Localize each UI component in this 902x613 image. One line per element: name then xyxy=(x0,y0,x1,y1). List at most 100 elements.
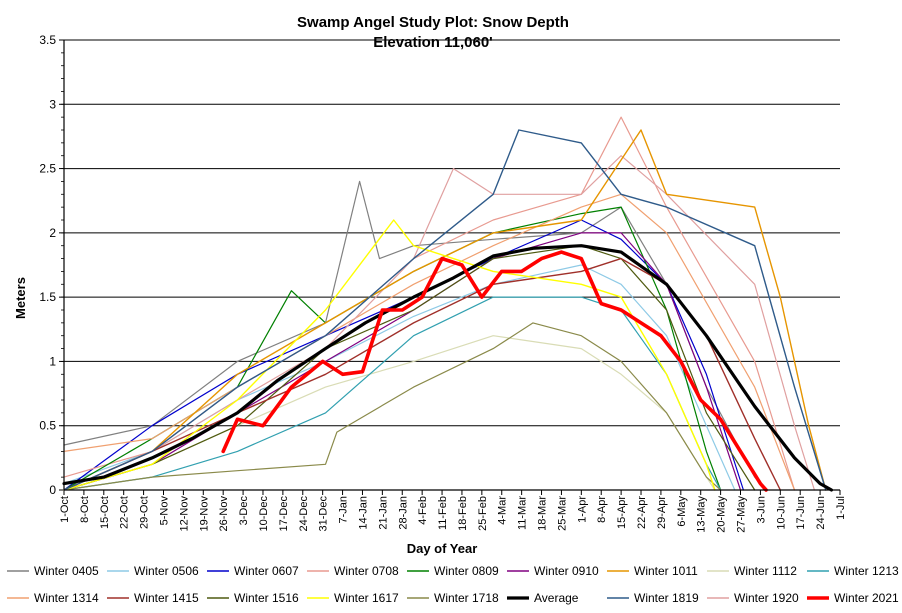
x-tick-label: 15-Apr xyxy=(616,496,628,529)
legend-label: Winter 1011 xyxy=(634,564,698,578)
legend-item: Winter 0506 xyxy=(107,564,199,578)
y-tick-label: 3 xyxy=(49,97,56,111)
legend-item: Winter 1213 xyxy=(807,564,899,578)
x-tick-label: 25-Mar xyxy=(556,496,568,531)
legend-item: Winter 1920 xyxy=(707,591,799,605)
legend-item: Winter 1011 xyxy=(607,564,698,578)
legend-item: Winter 0708 xyxy=(307,564,399,578)
x-tick-label: 5-Nov xyxy=(158,496,170,526)
x-tick-label: 25-Feb xyxy=(477,496,489,531)
legend-item: Winter 1617 xyxy=(307,591,399,605)
x-tick-label: 29-Apr xyxy=(656,496,668,529)
x-tick-label: 24-Jun xyxy=(815,496,827,530)
axes xyxy=(63,40,840,491)
x-axis-ticks: 1-Oct 8-Oct 15-Oct 22-Oct 29-Oct 5-Nov 12-Nov 1… xyxy=(59,490,847,533)
x-tick-label: 27-May xyxy=(736,496,748,533)
x-tick-label: 12-Nov xyxy=(178,496,190,532)
y-tick-label: 1.5 xyxy=(39,290,56,304)
legend-item: Winter 1314 xyxy=(7,591,99,605)
x-tick-label: 11-Feb xyxy=(437,496,449,530)
y-tick-label: 0.5 xyxy=(39,419,56,433)
legend-label: Winter 0506 xyxy=(134,564,199,578)
legend: Winter 0405 Winter 0506 Winter 0607 Winter … xyxy=(7,564,899,605)
legend-item: Winter 1819 xyxy=(607,591,699,605)
x-tick-label: 10-Jun xyxy=(775,496,787,530)
y-tick-label: 2 xyxy=(49,226,56,240)
x-tick-label: 6-May xyxy=(676,496,688,527)
chart-title: Swamp Angel Study Plot: Snow Depth xyxy=(297,14,569,31)
legend-label: Winter 1516 xyxy=(234,591,299,605)
x-tick-label: 7-Jan xyxy=(338,496,350,524)
legend-label: Winter 0607 xyxy=(234,564,299,578)
x-tick-label: 3-Jun xyxy=(755,496,767,524)
legend-item: Winter 1112 xyxy=(707,564,797,578)
x-tick-label: 31-Dec xyxy=(318,496,330,532)
series-layer xyxy=(62,116,834,492)
y-tick-label: 3.5 xyxy=(39,33,56,47)
x-tick-label: 18-Mar xyxy=(537,496,549,531)
chart-subtitle: Elevation 11,060' xyxy=(373,34,492,51)
legend-item: Winter 0910 xyxy=(507,564,599,578)
x-tick-label: 4-Feb xyxy=(417,496,429,525)
x-tick-label: 1-Apr xyxy=(576,496,588,523)
x-tick-label: 24-Dec xyxy=(298,496,310,532)
legend-label: Winter 1718 xyxy=(434,591,499,605)
series-line-winter-1718 xyxy=(63,322,722,491)
series-line-average xyxy=(62,244,834,492)
x-tick-label: 29-Oct xyxy=(139,496,151,529)
y-axis-ticks: 0 0.5 1 1.5 2 2.5 3 3.5 xyxy=(39,33,64,497)
legend-label: Winter 1819 xyxy=(634,591,699,605)
x-tick-label: 1-Oct xyxy=(59,496,71,523)
legend-item: Winter 0809 xyxy=(407,564,499,578)
x-tick-label: 1-Jul xyxy=(835,496,847,520)
x-tick-label: 11-Mar xyxy=(517,496,529,530)
legend-label: Winter 1213 xyxy=(834,564,899,578)
x-tick-label: 26-Nov xyxy=(218,496,230,532)
x-tick-label: 10-Dec xyxy=(258,496,270,532)
x-tick-label: 22-Oct xyxy=(119,496,131,529)
y-tick-label: 2.5 xyxy=(39,162,56,176)
series-line-winter-1819 xyxy=(63,129,827,491)
x-tick-label: 14-Jan xyxy=(357,496,369,530)
x-tick-label: 19-Nov xyxy=(198,496,210,532)
legend-label: Winter 1617 xyxy=(334,591,399,605)
legend-item: Winter 1415 xyxy=(107,591,199,605)
x-tick-label: 13-May xyxy=(696,496,708,533)
x-tick-label: 15-Oct xyxy=(99,496,111,529)
legend-label: Winter 1415 xyxy=(134,591,199,605)
series-line-winter-2021 xyxy=(221,250,768,492)
legend-item: Winter 0607 xyxy=(207,564,299,578)
x-tick-label: 4-Mar xyxy=(497,496,509,525)
legend-label: Winter 1920 xyxy=(734,591,799,605)
x-tick-label: 28-Jan xyxy=(397,496,409,530)
y-tick-label: 1 xyxy=(49,354,56,368)
x-tick-label: 17-Dec xyxy=(278,496,290,532)
series-line-winter-1516 xyxy=(63,245,756,491)
legend-item: Average xyxy=(507,591,579,605)
x-tick-label: 3-Dec xyxy=(238,496,250,526)
y-tick-label: 0 xyxy=(49,483,56,497)
legend-item: Winter 0405 xyxy=(7,564,99,578)
x-tick-label: 17-Jun xyxy=(795,496,807,530)
legend-label: Winter 0910 xyxy=(534,564,599,578)
legend-label: Winter 2021 xyxy=(834,591,899,605)
legend-label: Winter 0708 xyxy=(334,564,399,578)
x-axis-label: Day of Year xyxy=(407,541,478,556)
y-axis-label: Meters xyxy=(13,277,28,319)
legend-item: Winter 1516 xyxy=(207,591,299,605)
series-line-winter-1011 xyxy=(63,129,827,491)
x-tick-label: 18-Feb xyxy=(457,496,469,531)
legend-label: Winter 1314 xyxy=(34,591,99,605)
legend-label: Winter 0809 xyxy=(434,564,499,578)
legend-label: Average xyxy=(534,591,579,605)
legend-item: Winter 1718 xyxy=(407,591,499,605)
legend-label: Winter 0405 xyxy=(34,564,99,578)
x-tick-label: 8-Apr xyxy=(596,496,608,523)
legend-label: Winter 1112 xyxy=(734,564,797,578)
series-line-winter-1314 xyxy=(63,193,796,491)
x-tick-label: 20-May xyxy=(716,496,728,533)
x-tick-label: 22-Apr xyxy=(636,496,648,529)
